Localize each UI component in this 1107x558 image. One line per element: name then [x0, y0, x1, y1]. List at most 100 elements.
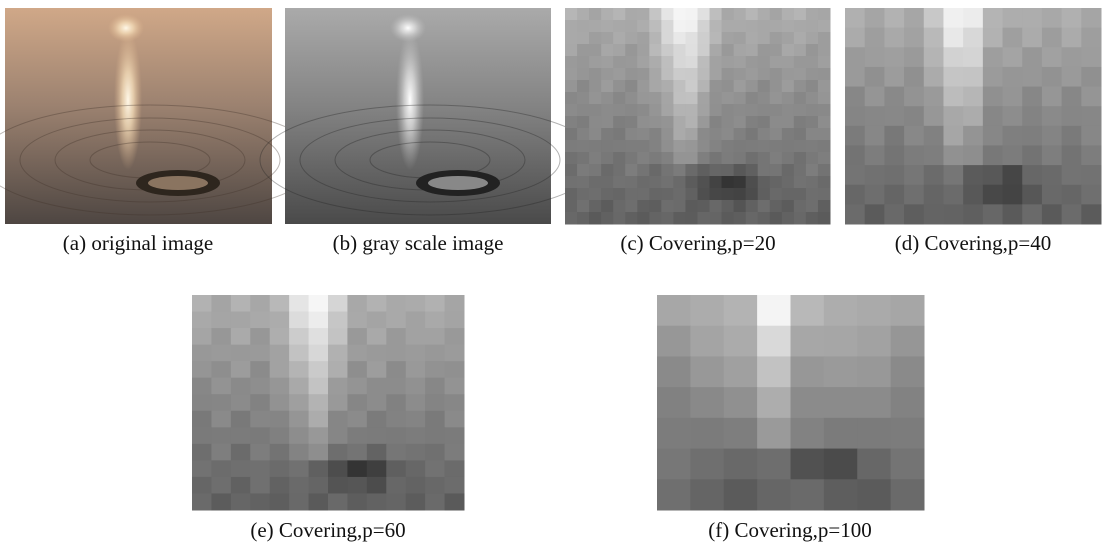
pixel-block	[211, 444, 231, 461]
pixel-block	[943, 165, 963, 185]
pixel-block	[625, 152, 638, 165]
pixelated-image	[845, 8, 1102, 225]
pixel-block	[250, 460, 270, 477]
pixel-block	[192, 328, 212, 345]
pixel-block	[661, 68, 674, 81]
pixel-block	[734, 20, 747, 33]
pixel-block	[891, 418, 925, 449]
pixel-block	[891, 387, 925, 418]
pixel-block	[386, 460, 406, 477]
pixel-block	[794, 128, 807, 141]
pixel-block	[758, 116, 771, 129]
pixel-block	[367, 295, 387, 312]
pixel-block	[845, 185, 865, 205]
pixel-block	[406, 394, 426, 411]
pixel-block	[983, 87, 1003, 107]
pixel-block	[577, 20, 590, 33]
pixel-block	[1042, 28, 1062, 48]
pixel-block	[613, 56, 626, 69]
pixel-block	[685, 8, 698, 21]
pixel-block	[1062, 126, 1082, 146]
pixel-block	[734, 104, 747, 117]
pixel-block	[722, 140, 735, 153]
pixel-block	[1081, 87, 1101, 107]
pixel-block	[1022, 67, 1042, 87]
pixel-block	[983, 106, 1003, 126]
pixel-block	[577, 152, 590, 165]
pixel-block	[818, 152, 831, 165]
pixel-block	[406, 361, 426, 378]
pixel-block	[698, 80, 711, 93]
pixel-block	[845, 87, 865, 107]
pixel-block	[722, 20, 735, 33]
pixel-block	[250, 444, 270, 461]
pixel-block	[865, 126, 885, 146]
pixel-block	[367, 378, 387, 395]
pixel-block	[734, 44, 747, 57]
pixel-block	[637, 212, 650, 225]
pixel-block	[884, 106, 904, 126]
pixel-block	[1062, 47, 1082, 67]
pixel-block	[406, 312, 426, 329]
pixel-block	[943, 8, 963, 28]
pixel-block	[1003, 204, 1023, 224]
pixel-block	[865, 87, 885, 107]
pixel-block	[657, 387, 691, 418]
caption: (e) Covering,p=60	[250, 518, 405, 542]
pixel-block	[657, 418, 691, 449]
pixel-block	[685, 116, 698, 129]
pixel-block	[1042, 185, 1062, 205]
pixel-block	[270, 345, 290, 362]
pixel-block	[818, 104, 831, 117]
pixel-block	[924, 87, 944, 107]
pixel-block	[734, 152, 747, 165]
pixel-block	[722, 164, 735, 177]
pixel-block	[722, 128, 735, 141]
pixel-block	[782, 20, 795, 33]
pixel-block	[806, 128, 819, 141]
pixel-block	[577, 176, 590, 189]
pixel-block	[673, 152, 686, 165]
pixel-block	[406, 328, 426, 345]
pixel-block	[1042, 204, 1062, 224]
pixel-block	[1062, 204, 1082, 224]
pixel-block	[625, 164, 638, 177]
pixel-block	[722, 80, 735, 93]
pixel-block	[445, 493, 465, 510]
pixel-block	[367, 345, 387, 362]
pixel-block	[818, 68, 831, 81]
pixel-block	[328, 328, 348, 345]
pixel-block	[637, 104, 650, 117]
pixel-block	[289, 427, 309, 444]
pixel-block	[818, 32, 831, 45]
pixel-block	[904, 67, 924, 87]
pixel-block	[698, 92, 711, 105]
pixel-block	[425, 312, 445, 329]
pixel-block	[806, 32, 819, 45]
pixel-block	[601, 200, 614, 213]
pixel-block	[746, 92, 759, 105]
pixel-block	[1062, 87, 1082, 107]
pixel-block	[963, 185, 983, 205]
pixel-block	[577, 200, 590, 213]
pixel-block	[818, 200, 831, 213]
pixel-block	[924, 145, 944, 165]
pixel-block	[445, 312, 465, 329]
pixel-block	[589, 104, 602, 117]
pixel-block	[794, 68, 807, 81]
pixel-block	[367, 411, 387, 428]
pixel-block	[1081, 8, 1101, 28]
pixel-block	[270, 328, 290, 345]
pixel-block	[806, 152, 819, 165]
pixel-block	[758, 128, 771, 141]
pixel-block	[613, 128, 626, 141]
pixel-block	[806, 200, 819, 213]
pixel-block	[565, 8, 578, 21]
pixel-block	[943, 47, 963, 67]
pixel-block	[746, 104, 759, 117]
pixel-block	[445, 427, 465, 444]
pixel-block	[724, 387, 758, 418]
pixel-block	[270, 394, 290, 411]
pixel-block	[250, 477, 270, 494]
pixel-block	[328, 295, 348, 312]
